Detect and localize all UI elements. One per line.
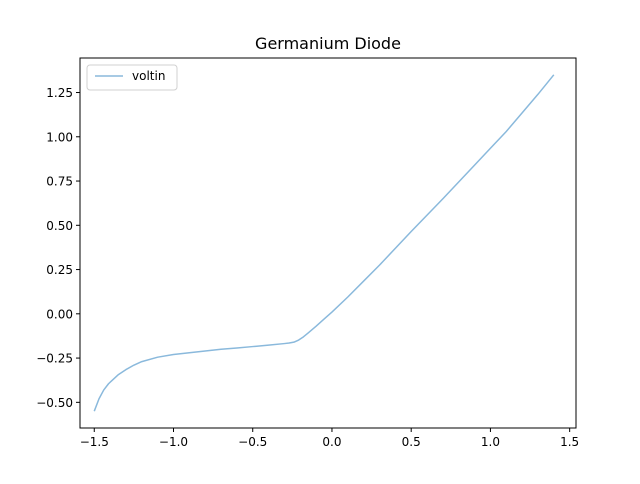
- x-tick-label: 1.5: [560, 435, 579, 449]
- x-tick-label: −0.5: [238, 435, 267, 449]
- y-tick-label: 1.00: [46, 130, 73, 144]
- y-tick-label: 1.25: [46, 86, 73, 100]
- series-line-voltin: [93, 74, 555, 412]
- y-tick-label: −0.50: [36, 396, 73, 410]
- y-tick-label: 0.50: [46, 219, 73, 233]
- y-axis-ticks: −0.50 −0.25 0.00 0.25 0.50 0.75 1.00 1.25: [36, 86, 80, 410]
- x-axis-ticks: −1.5 −1.0 −0.5 0.0 0.5 1.0 1.5: [80, 428, 579, 449]
- y-tick-label: 0.25: [46, 263, 73, 277]
- chart-title: Germanium Diode: [255, 34, 401, 53]
- x-tick-label: 0.5: [402, 435, 421, 449]
- legend-label: voltin: [132, 69, 165, 83]
- x-tick-label: 1.0: [481, 435, 500, 449]
- legend: voltin: [86, 64, 178, 91]
- legend-box: [86, 64, 178, 91]
- series-layer: [93, 74, 555, 412]
- plot-frame: [79, 57, 577, 429]
- y-tick-label: −0.25: [36, 352, 73, 366]
- y-tick-label: 0.00: [46, 307, 73, 321]
- x-tick-label: −1.5: [80, 435, 109, 449]
- x-tick-label: −1.0: [159, 435, 188, 449]
- y-tick-label: 0.75: [46, 175, 73, 189]
- x-tick-label: 0.0: [322, 435, 341, 449]
